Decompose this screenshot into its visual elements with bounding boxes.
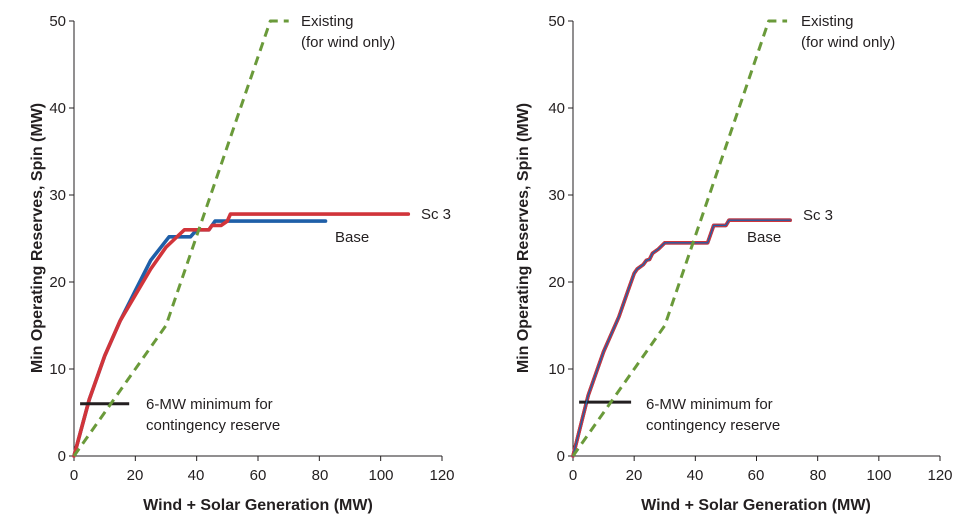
right-x-tick-label: 20 [626,467,643,484]
left-x-tick-label: 60 [250,467,267,484]
right-x-tick-label: 80 [810,467,827,484]
left-y-tick-label: 0 [58,448,66,465]
right-minimum-label: 6-MW minimum for [646,396,773,413]
left-y-tick-label: 20 [49,274,66,291]
right-x-tick-label: 60 [748,467,765,484]
right-y-tick-label: 20 [548,274,565,291]
left-y-axis-title: Min Operating Reserves, Spin (MW) [29,103,46,373]
left-existing-line [72,19,289,457]
right-y-tick-label: 30 [548,187,565,204]
left-existing-label-line2: (for wind only) [301,34,395,51]
left-y-tick-label: 30 [49,187,66,204]
left-x-tick-label: 100 [368,467,393,484]
right-base-line-core [572,219,791,457]
left-x-tick-label: 80 [312,467,329,484]
right-existing-line [571,19,788,457]
left-x-tick-label: 40 [188,467,205,484]
right-x-axis-title: Wind + Solar Generation (MW) [641,497,871,514]
left-y-tick-label: 50 [49,13,66,30]
right-axes [568,20,941,461]
left-y-tick-label: 10 [49,361,66,378]
right-existing-label-line2: (for wind only) [801,34,895,51]
right-base-label: Base [747,229,781,246]
right-x-tick-label: 0 [569,467,577,484]
right-y-tick-label: 50 [548,13,565,30]
left-y-tick-label: 40 [49,100,66,117]
right-sc3-label: Sc 3 [803,207,833,224]
left-base-label: Base [335,229,369,246]
right-chart: 0 10 20 30 40 50 0 20 40 60 80 100 120 Wind + Solar G… [515,13,953,514]
left-existing-label: Existing [301,13,354,30]
right-x-tick-label: 40 [687,467,704,484]
right-y-tick-label: 0 [557,448,565,465]
right-y-axis-title: Min Operating Reserves, Spin (MW) [515,103,532,373]
left-chart: 0 10 20 30 40 50 0 20 40 60 80 100 120 Wind + Solar G… [29,13,455,514]
left-sc3-label: Sc 3 [421,206,451,223]
left-x-axis-title: Wind + Solar Generation (MW) [143,497,373,514]
right-existing-label: Existing [801,13,854,30]
left-axes [69,20,443,461]
left-sc3-line [72,212,411,458]
right-y-tick-label: 10 [548,361,565,378]
left-minimum-label-line2: contingency reserve [146,417,280,434]
left-minimum-label: 6-MW minimum for [146,396,273,413]
right-x-tick-label: 120 [927,467,952,484]
left-x-tick-label: 120 [429,467,454,484]
right-minimum-label-line2: contingency reserve [646,417,780,434]
right-x-tick-label: 100 [866,467,891,484]
left-x-tick-label: 20 [127,467,144,484]
right-y-tick-label: 40 [548,100,565,117]
left-x-tick-label: 0 [70,467,78,484]
